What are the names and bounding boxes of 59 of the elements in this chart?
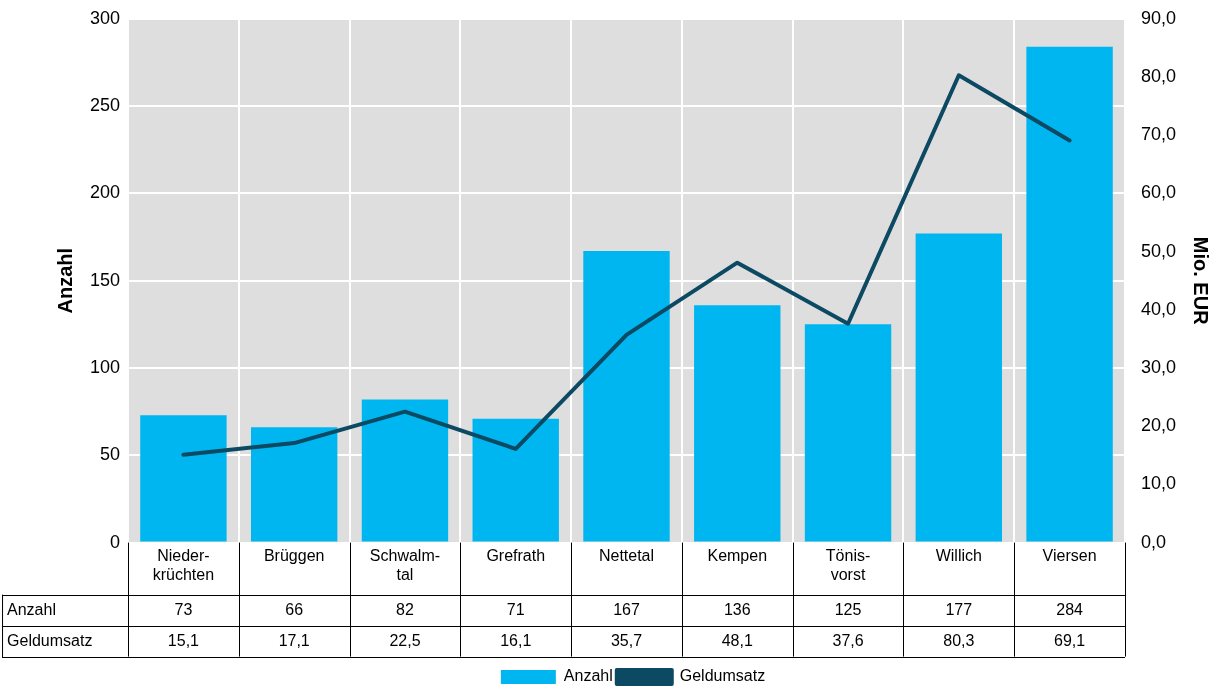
y-tick-label: 300 [89, 7, 121, 28]
x-tick-label: Nettetal [598, 546, 655, 564]
data-label: 37,6 [832, 631, 864, 649]
x-tick-label: Kempen [707, 546, 768, 564]
y-tick-label: 0 [110, 531, 121, 552]
y2-tick-label: 30,0 [1140, 356, 1177, 377]
y-axis-title: Anzahl [53, 247, 76, 314]
data-label: 71 [506, 600, 525, 618]
data-label: 136 [723, 600, 751, 618]
y2-tick-label: 70,0 [1140, 124, 1177, 145]
text: Anzahl [7, 600, 56, 618]
bar [472, 418, 559, 542]
y2-tick-label: 80,0 [1140, 65, 1177, 86]
y2-tick-label: 90,0 [1140, 7, 1177, 28]
y-tick-label: 250 [89, 95, 121, 116]
data-label: 16,1 [500, 631, 532, 649]
data-label: 125 [834, 600, 862, 618]
data-label: 80,3 [943, 631, 975, 649]
text: Geldumsatz [7, 631, 93, 649]
legend-label: Geldumsatz [679, 667, 766, 685]
x-tick-label: Tönis- vorst [825, 546, 871, 583]
bar [250, 427, 338, 542]
bar [361, 399, 449, 542]
y2-tick-label: 40,0 [1140, 298, 1177, 319]
y-tick-label: 150 [89, 269, 121, 290]
bar [804, 324, 892, 542]
x-tick-label: Willich [935, 546, 982, 564]
y2-tick-label: 10,0 [1140, 473, 1177, 494]
data-label: 73 [174, 600, 193, 618]
y-tick-label: 200 [89, 182, 121, 203]
data-label: 167 [613, 600, 640, 618]
bar [140, 415, 227, 542]
data-label: 66 [285, 600, 304, 618]
data-label: 22,5 [389, 631, 421, 649]
data-label: 48,1 [721, 631, 753, 649]
y-tick-label: 50 [100, 444, 121, 465]
bar [915, 233, 1003, 542]
bar [583, 251, 670, 542]
y2-tick-label: 20,0 [1140, 415, 1177, 436]
data-label: 17,1 [278, 631, 310, 649]
legend-label: Anzahl [563, 667, 613, 685]
y2-axis-title: Mio. EUR [1190, 236, 1213, 326]
data-label: 35,7 [610, 631, 643, 649]
y2-tick-label: 50,0 [1140, 240, 1177, 261]
x-tick-label: Grefrath [486, 546, 546, 564]
bar [1026, 46, 1113, 542]
data-label: 69,1 [1054, 631, 1086, 649]
y-tick-label: 100 [89, 356, 121, 377]
data-label: 82 [396, 600, 414, 618]
x-tick-label: Brüggen [263, 546, 325, 564]
y2-tick-label: 60,0 [1140, 182, 1177, 203]
data-label: 177 [945, 600, 973, 618]
bar [694, 305, 781, 542]
x-tick-label: Schwalm- tal [369, 546, 441, 583]
x-tick-label: Viersen [1042, 546, 1097, 564]
x-tick-label: Nieder- krüchten [152, 546, 215, 583]
data-label: 284 [1056, 600, 1084, 618]
data-label: 15,1 [167, 631, 200, 649]
y2-tick-label: 0,0 [1140, 531, 1166, 552]
